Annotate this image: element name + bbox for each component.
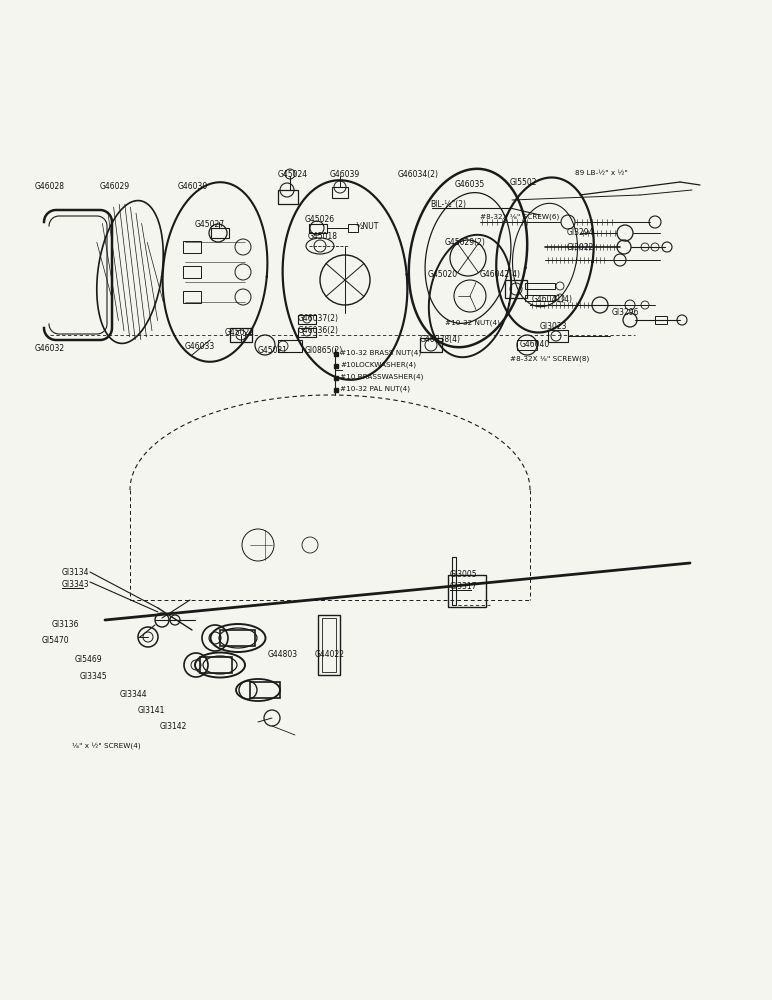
Text: GI3296: GI3296 [612,308,639,317]
Text: G46029: G46029 [100,182,130,191]
Text: G45029(2): G45029(2) [445,238,486,247]
Bar [183,241,201,253]
Text: GI3343: GI3343 [62,580,90,589]
Bar [298,315,316,324]
Bar [452,557,456,605]
Text: #10LOCKWASHER(4): #10LOCKWASHER(4) [340,362,416,368]
Text: #10 BRASSWASHER(4): #10 BRASSWASHER(4) [340,374,423,380]
Text: G45020: G45020 [428,270,458,279]
Text: GI3317: GI3317 [450,582,478,591]
Text: G46042(4): G46042(4) [480,270,521,279]
Text: GI5469: GI5469 [75,655,103,664]
Bar [525,283,555,289]
Text: #8-32X ⅛" SCREW(8): #8-32X ⅛" SCREW(8) [510,355,589,361]
Text: GI0865(2): GI0865(2) [305,346,344,355]
Bar [298,328,316,337]
Text: G45026: G45026 [305,215,335,224]
Bar [525,295,555,301]
Text: GI3141: GI3141 [138,706,165,715]
Text: G46032: G46032 [35,344,65,353]
Text: G45021: G45021 [258,346,288,355]
Text: GI5470: GI5470 [42,636,69,645]
Text: G46039: G46039 [330,170,361,179]
Text: GI3136: GI3136 [52,620,80,629]
Bar [183,266,201,278]
Text: G46038(4): G46038(4) [420,335,461,344]
Bar [348,224,358,232]
Bar [220,630,255,646]
Bar [505,280,527,298]
Text: G45027: G45027 [195,220,225,229]
Text: GI3023: GI3023 [540,322,567,331]
Text: #10-32 NUT(4): #10-32 NUT(4) [445,320,500,326]
Text: G45022: G45022 [225,328,255,337]
Text: G46035: G46035 [455,180,486,189]
Text: G46033: G46033 [185,342,215,351]
Text: G46037(2): G46037(2) [298,314,339,323]
Text: G46028: G46028 [35,182,65,191]
Text: G46030: G46030 [178,182,208,191]
Text: GI3134: GI3134 [62,568,90,577]
Text: ½NUT: ½NUT [355,222,378,231]
Bar [655,316,667,324]
Bar [250,682,280,698]
Bar [318,615,340,675]
Text: GI5502: GI5502 [510,178,537,187]
Bar [332,187,348,198]
Bar [230,328,252,342]
Bar [448,575,486,607]
Text: GI3022: GI3022 [567,243,594,252]
Text: #8-32X ⅛" SCREW(6): #8-32X ⅛" SCREW(6) [480,214,559,221]
Text: G44803: G44803 [268,650,298,659]
Bar [420,338,442,352]
Text: GI3344: GI3344 [120,690,147,699]
Text: G46034(2): G46034(2) [398,170,439,179]
Bar [322,618,336,672]
Text: G46036(2): G46036(2) [298,326,339,335]
Text: BIL-½"(2): BIL-½"(2) [430,200,466,209]
Bar [548,330,568,342]
Text: G46040: G46040 [520,340,550,349]
Bar [183,291,201,303]
Text: 89 LB-½" x ½": 89 LB-½" x ½" [575,170,628,176]
Text: G46041(4): G46041(4) [532,295,573,304]
Text: GI3005: GI3005 [450,570,478,579]
Text: G44022: G44022 [315,650,345,659]
Text: G45018: G45018 [308,232,338,241]
Text: GI3294: GI3294 [567,228,594,237]
Text: GI3345: GI3345 [80,672,107,681]
Bar [309,224,327,233]
Bar [278,190,298,204]
Bar [211,228,229,238]
Text: #10-32 PAL NUT(4): #10-32 PAL NUT(4) [340,386,410,392]
Bar [278,340,302,352]
Bar [200,657,232,673]
Text: ⅛" x ½" SCREW(4): ⅛" x ½" SCREW(4) [72,742,141,749]
Bar [517,340,537,350]
Text: #10-32 BRASS NUT(4): #10-32 BRASS NUT(4) [340,350,421,357]
Text: GI3142: GI3142 [160,722,188,731]
Text: G45024: G45024 [278,170,308,179]
